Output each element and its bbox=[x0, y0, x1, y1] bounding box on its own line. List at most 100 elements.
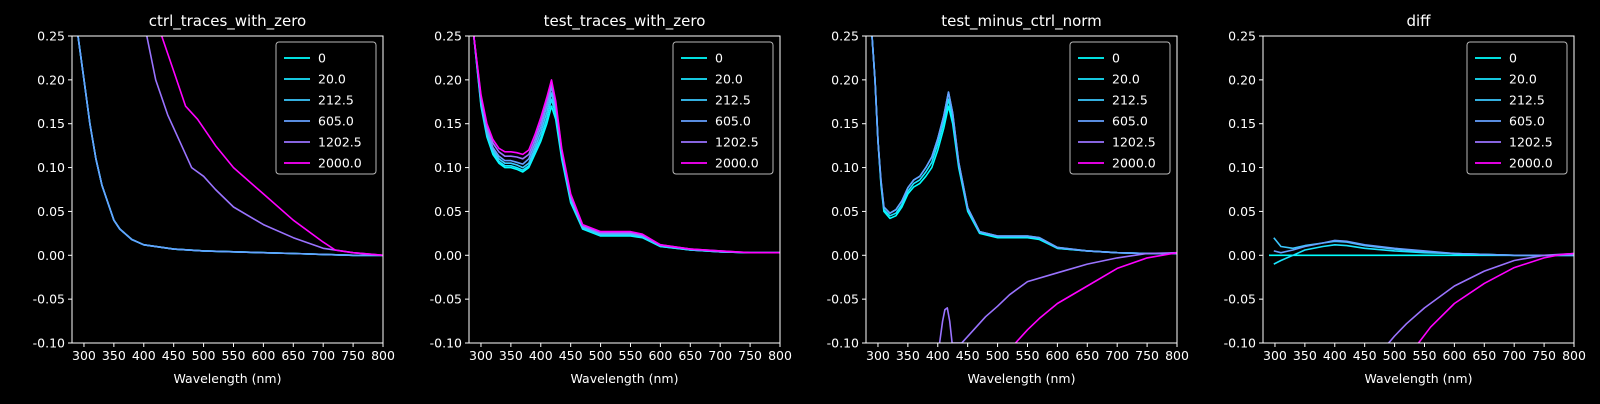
legend-label: 212.5 bbox=[715, 93, 751, 108]
x-tick-label: 450 bbox=[162, 348, 186, 363]
legend-label: 20.0 bbox=[318, 72, 346, 87]
y-tick-label: -0.10 bbox=[1224, 336, 1256, 351]
x-tick-label: 350 bbox=[1293, 348, 1317, 363]
y-tick-label: 0.05 bbox=[37, 204, 65, 219]
axes-frame bbox=[468, 35, 781, 344]
y-tick-label: -0.10 bbox=[33, 336, 65, 351]
legend-label: 212.5 bbox=[1112, 93, 1148, 108]
y-tick-label: 0.05 bbox=[434, 204, 462, 219]
chart-panel-1: 300 350 400 450 500 550 600 650 700 750 800 -0.10 -0… bbox=[33, 12, 395, 386]
chart-title: ctrl_traces_with_zero bbox=[149, 12, 306, 31]
legend-label: 2000.0 bbox=[1112, 156, 1156, 171]
y-tick-label: 0.00 bbox=[434, 248, 462, 263]
y-tick-label: 0.10 bbox=[434, 160, 462, 175]
y-tick-label: 0.10 bbox=[831, 160, 859, 175]
legend-label: 0 bbox=[1509, 51, 1517, 66]
chart-panel-3: 300 350 400 450 500 550 600 650 700 750 800 -0.10 -0… bbox=[827, 12, 1189, 386]
legend-label: 20.0 bbox=[715, 72, 743, 87]
x-tick-label: 700 bbox=[708, 348, 732, 363]
y-tick-label: -0.05 bbox=[1224, 292, 1256, 307]
legend-box bbox=[275, 41, 377, 175]
legend-box bbox=[1466, 41, 1568, 175]
y-tick-label: 0.00 bbox=[831, 248, 859, 263]
x-axis-label: Wavelength (nm) bbox=[571, 371, 679, 386]
x-tick-label: 700 bbox=[1502, 348, 1526, 363]
x-tick-label: 800 bbox=[1165, 348, 1189, 363]
x-axis-label: Wavelength (nm) bbox=[1365, 371, 1473, 386]
x-tick-label: 800 bbox=[371, 348, 395, 363]
x-tick-label: 800 bbox=[768, 348, 792, 363]
x-tick-label: 450 bbox=[559, 348, 583, 363]
x-axis-label: Wavelength (nm) bbox=[968, 371, 1076, 386]
legend: 0 20.0 212.5 605.0 1202.5 2000.0 bbox=[275, 41, 377, 175]
y-tick-label: -0.05 bbox=[33, 292, 65, 307]
x-tick-label: 500 bbox=[986, 348, 1010, 363]
series-line-1202.5 bbox=[938, 251, 1177, 343]
x-tick-label: 750 bbox=[1135, 348, 1159, 363]
y-tick-label: -0.05 bbox=[827, 292, 859, 307]
series-line-20.0 bbox=[1273, 244, 1574, 265]
legend: 0 20.0 212.5 605.0 1202.5 2000.0 bbox=[1069, 41, 1171, 175]
legend-label: 2000.0 bbox=[1509, 156, 1553, 171]
x-tick-label: 750 bbox=[1532, 348, 1556, 363]
x-tick-label: 650 bbox=[281, 348, 305, 363]
series-line-2000.0 bbox=[160, 36, 383, 257]
x-tick-label: 400 bbox=[1323, 348, 1347, 363]
legend-label: 1202.5 bbox=[318, 135, 362, 150]
legend-label: 1202.5 bbox=[1112, 135, 1156, 150]
axes-frame bbox=[865, 35, 1178, 344]
legend-label: 1202.5 bbox=[715, 135, 759, 150]
legend-label: 1202.5 bbox=[1509, 135, 1553, 150]
series-line-2000.0 bbox=[1014, 251, 1177, 343]
x-tick-label: 400 bbox=[926, 348, 950, 363]
y-tick-label: 0.05 bbox=[831, 204, 859, 219]
y-tick-label: 0.10 bbox=[1228, 160, 1256, 175]
series-line-2000.0 bbox=[473, 36, 780, 254]
x-tick-label: 600 bbox=[648, 348, 672, 363]
chart-panel-2: 300 350 400 450 500 550 600 650 700 750 800 -0.10 -0… bbox=[430, 12, 792, 386]
x-tick-label: 650 bbox=[1472, 348, 1496, 363]
legend-label: 605.0 bbox=[1509, 114, 1545, 129]
x-tick-label: 300 bbox=[469, 348, 493, 363]
y-tick-label: 0.20 bbox=[1228, 72, 1256, 87]
x-tick-label: 650 bbox=[678, 348, 702, 363]
x-tick-label: 500 bbox=[1383, 348, 1407, 363]
x-tick-label: 500 bbox=[589, 348, 613, 363]
legend-box bbox=[672, 41, 774, 175]
x-tick-label: 700 bbox=[311, 348, 335, 363]
x-tick-label: 750 bbox=[738, 348, 762, 363]
legend-label: 605.0 bbox=[1112, 114, 1148, 129]
legend-label: 0 bbox=[318, 51, 326, 66]
legend-label: 20.0 bbox=[1112, 72, 1140, 87]
x-tick-label: 550 bbox=[1016, 348, 1040, 363]
legend-label: 20.0 bbox=[1509, 72, 1537, 87]
y-tick-label: 0.20 bbox=[37, 72, 65, 87]
x-tick-label: 700 bbox=[1105, 348, 1129, 363]
x-tick-label: 500 bbox=[192, 348, 216, 363]
x-tick-label: 650 bbox=[1075, 348, 1099, 363]
y-tick-label: 0.20 bbox=[434, 72, 462, 87]
legend-label: 605.0 bbox=[715, 114, 751, 129]
chart-title: diff bbox=[1406, 12, 1431, 30]
y-tick-label: 0.15 bbox=[831, 116, 859, 131]
legend: 0 20.0 212.5 605.0 1202.5 2000.0 bbox=[672, 41, 774, 175]
chart-title: test_traces_with_zero bbox=[544, 12, 706, 31]
y-tick-label: 0.15 bbox=[37, 116, 65, 131]
x-tick-label: 600 bbox=[251, 348, 275, 363]
x-tick-label: 600 bbox=[1442, 348, 1466, 363]
legend-label: 0 bbox=[715, 51, 723, 66]
series-line-605.0 bbox=[77, 36, 383, 257]
x-tick-label: 350 bbox=[896, 348, 920, 363]
axes-frame bbox=[71, 35, 384, 344]
series-line-2000.0 bbox=[1417, 252, 1574, 343]
x-tick-label: 400 bbox=[132, 348, 156, 363]
y-tick-label: 0.20 bbox=[831, 72, 859, 87]
x-tick-label: 550 bbox=[1413, 348, 1437, 363]
series-line-1202.5 bbox=[1387, 252, 1574, 343]
legend-label: 0 bbox=[1112, 51, 1120, 66]
x-tick-label: 350 bbox=[499, 348, 523, 363]
legend: 0 20.0 212.5 605.0 1202.5 2000.0 bbox=[1466, 41, 1568, 175]
chart-panel-4: 300 350 400 450 500 550 600 650 700 750 800 -0.10 -0… bbox=[1224, 12, 1586, 386]
x-tick-label: 450 bbox=[956, 348, 980, 363]
